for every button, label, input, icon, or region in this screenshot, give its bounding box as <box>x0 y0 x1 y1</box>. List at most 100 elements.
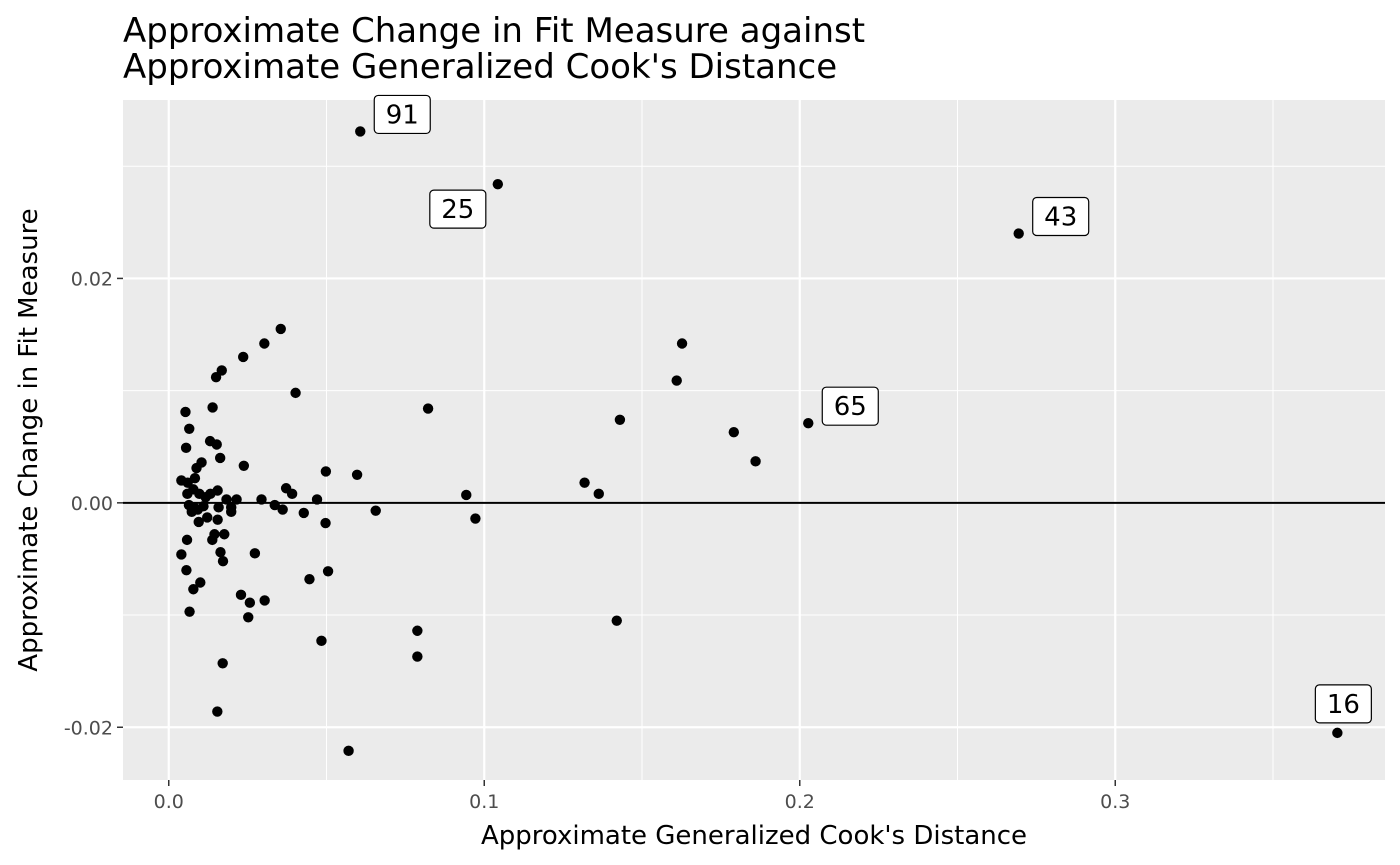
data-point <box>191 462 202 474</box>
point-label: 16 <box>1314 684 1372 724</box>
data-point <box>212 706 223 717</box>
data-point <box>470 513 481 524</box>
chart-title-line-2: Approximate Generalized Cook's Distance <box>123 47 837 87</box>
data-point <box>189 472 201 484</box>
data-point <box>212 485 223 496</box>
data-point <box>593 488 604 500</box>
data-points <box>176 126 1343 757</box>
point-label: 65 <box>821 386 879 426</box>
point-label: 43 <box>1032 196 1090 237</box>
point-label-box <box>1314 684 1372 724</box>
data-point <box>492 178 504 190</box>
data-point <box>355 126 366 137</box>
x-axis-ticks: 0.0 0.1 0.2 0.3 <box>154 780 1130 813</box>
y-tick-label: 0.02 <box>71 268 113 290</box>
data-point <box>181 534 193 546</box>
data-point <box>176 549 187 560</box>
plot-panel <box>123 100 1385 780</box>
data-point <box>211 439 222 450</box>
x-tick-label: 0.0 <box>154 791 184 813</box>
y-axis-title: Approximate Change in Fit Measure <box>14 208 44 671</box>
data-point <box>219 529 230 540</box>
data-point <box>221 494 232 505</box>
data-point <box>193 516 204 528</box>
data-point <box>320 517 331 529</box>
data-point <box>275 323 286 335</box>
point-label-box <box>373 94 431 135</box>
point-labels: 91 25 43 65 16 <box>373 94 1372 724</box>
data-point <box>351 469 363 480</box>
data-point <box>370 505 381 516</box>
point-label-text: 16 <box>1327 690 1360 720</box>
data-point <box>202 512 213 523</box>
data-point <box>217 658 228 669</box>
data-point <box>316 635 327 647</box>
point-label-text: 43 <box>1044 203 1077 233</box>
data-point <box>186 506 197 518</box>
data-point <box>461 489 472 501</box>
data-point <box>803 417 814 429</box>
data-point <box>184 423 195 434</box>
data-point <box>322 566 334 577</box>
data-point <box>259 595 270 606</box>
chart-title-line-1: Approximate Change in Fit Measure agains… <box>123 11 865 51</box>
y-tick-label: -0.02 <box>64 717 113 739</box>
x-axis-title: Approximate Generalized Cook's Distance <box>481 821 1027 851</box>
data-point <box>1332 727 1343 739</box>
point-label-box <box>429 189 487 229</box>
data-point <box>195 577 206 588</box>
data-point <box>213 502 224 513</box>
data-point <box>750 456 761 467</box>
data-point <box>215 547 226 558</box>
point-label-text: 65 <box>834 392 867 422</box>
x-tick-label: 0.3 <box>1100 791 1130 813</box>
data-point <box>188 584 199 595</box>
point-label-text: 91 <box>386 100 419 130</box>
data-point <box>209 529 220 540</box>
data-point <box>676 338 688 349</box>
data-point <box>259 338 270 349</box>
data-point <box>212 514 223 525</box>
y-tick-label: 0.00 <box>71 493 113 515</box>
data-point <box>412 625 423 636</box>
data-point <box>728 426 740 438</box>
data-point <box>412 651 423 662</box>
data-point <box>180 406 191 418</box>
data-point <box>217 555 229 567</box>
data-point <box>238 351 249 363</box>
data-point <box>249 548 261 559</box>
data-point <box>269 499 280 511</box>
data-point <box>320 466 332 477</box>
point-label-box <box>1032 196 1090 237</box>
point-label-text: 25 <box>441 195 474 225</box>
data-point <box>304 573 315 585</box>
data-point <box>207 402 218 413</box>
x-tick-label: 0.2 <box>785 791 815 813</box>
data-point <box>671 375 682 386</box>
data-point <box>290 387 301 399</box>
data-point <box>231 494 242 505</box>
data-point <box>244 597 256 608</box>
data-point <box>181 564 192 576</box>
data-point <box>243 612 254 623</box>
point-label: 25 <box>429 189 487 229</box>
data-point <box>235 589 247 601</box>
point-label: 91 <box>373 94 431 135</box>
data-point <box>1013 228 1024 239</box>
data-point <box>343 745 354 757</box>
data-point <box>614 414 626 426</box>
data-point <box>298 507 309 519</box>
data-point <box>180 442 192 454</box>
data-point <box>286 488 298 500</box>
data-point <box>611 615 622 626</box>
data-point <box>214 452 226 464</box>
x-tick-label: 0.1 <box>469 791 499 813</box>
data-point <box>184 606 195 617</box>
data-point <box>579 477 590 488</box>
data-point <box>256 494 267 505</box>
y-axis-ticks: -0.02 0.00 0.02 <box>64 268 123 739</box>
data-point <box>210 371 222 383</box>
data-point <box>277 504 288 515</box>
point-label-box <box>821 386 879 426</box>
